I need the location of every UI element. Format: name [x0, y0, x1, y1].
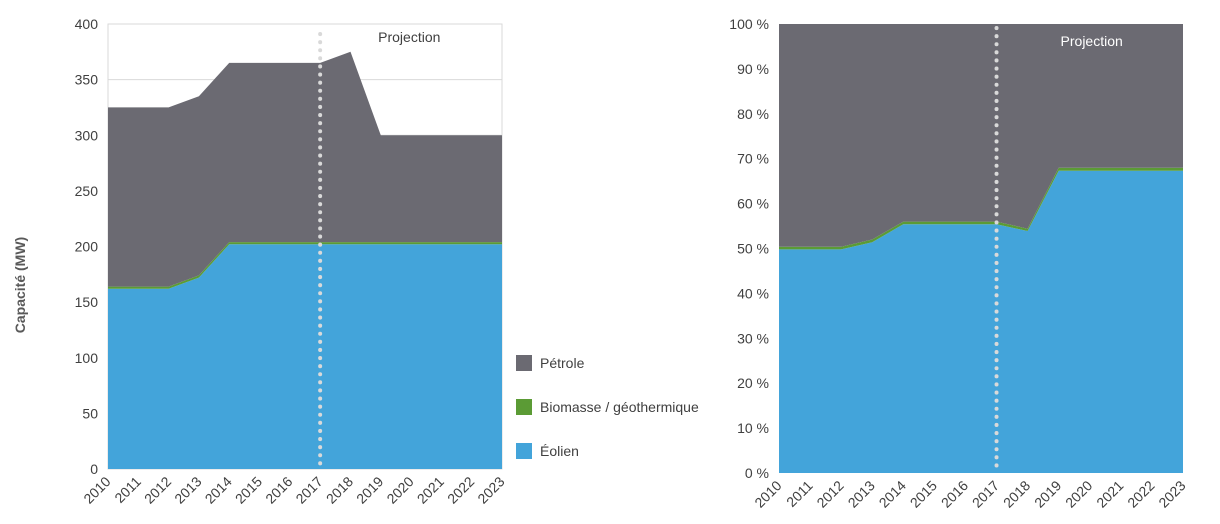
y-tick-label: 0: [90, 461, 98, 477]
capacity-chart: Projection050100150200250300350400201020…: [75, 16, 508, 507]
y-tick-label: 50: [82, 405, 98, 421]
area-series-eolien: [779, 170, 1183, 474]
projection-label: Projection: [378, 29, 440, 45]
area-series-petrole: [779, 24, 1183, 247]
y-tick-label: 350: [75, 72, 99, 88]
y-tick-label: 10 %: [737, 420, 769, 436]
y-tick-label: 100: [75, 350, 99, 366]
x-tick-label: 2018: [323, 473, 356, 506]
legend-label-petrole: Pétrole: [540, 355, 585, 371]
x-tick-label: 2021: [1093, 477, 1126, 510]
legend-swatch-biomasse: [516, 399, 532, 415]
x-tick-label: 2010: [80, 473, 113, 506]
x-tick-label: 2012: [141, 473, 174, 506]
y-tick-label: 100 %: [729, 16, 769, 32]
legend-swatch-petrole: [516, 355, 532, 371]
x-tick-label: 2019: [1031, 477, 1064, 510]
legend-item-biomasse: Biomasse / géothermique: [516, 396, 699, 418]
area-series-eolien: [108, 244, 502, 469]
x-tick-label: 2011: [111, 473, 144, 506]
y-tick-label: 400: [75, 16, 99, 32]
x-tick-label: 2018: [1000, 477, 1033, 510]
legend: Pétrole Biomasse / géothermique Éolien: [516, 352, 699, 484]
x-tick-label: 2015: [232, 473, 265, 506]
legend-item-eolien: Éolien: [516, 440, 699, 462]
x-tick-label: 2014: [876, 477, 909, 510]
x-tick-label: 2013: [845, 477, 878, 510]
y-tick-label: 90 %: [737, 61, 769, 77]
x-tick-label: 2017: [969, 477, 1002, 510]
y-tick-label: 250: [75, 183, 99, 199]
x-tick-label: 2022: [444, 473, 477, 506]
y-tick-label: 300: [75, 127, 99, 143]
y-tick-label: 0 %: [745, 465, 769, 481]
y-tick-label: 200: [75, 239, 99, 255]
y-tick-label: 40 %: [737, 285, 769, 301]
x-tick-label: 2012: [813, 477, 846, 510]
projection-label: Projection: [1061, 33, 1123, 49]
x-tick-label: 2016: [938, 477, 971, 510]
x-tick-label: 2019: [353, 473, 386, 506]
legend-item-petrole: Pétrole: [516, 352, 699, 374]
legend-swatch-eolien: [516, 443, 532, 459]
legend-label-eolien: Éolien: [540, 443, 579, 459]
x-tick-label: 2021: [414, 473, 447, 506]
y-tick-label: 20 %: [737, 375, 769, 391]
x-tick-label: 2014: [202, 473, 235, 506]
y-tick-label: 60 %: [737, 196, 769, 212]
x-tick-label: 2013: [171, 473, 204, 506]
x-tick-label: 2010: [751, 477, 784, 510]
area-series-petrole: [108, 51, 502, 287]
y-tick-label: 50 %: [737, 241, 769, 257]
x-tick-label: 2016: [262, 473, 295, 506]
y-tick-label: 80 %: [737, 106, 769, 122]
x-tick-label: 2020: [383, 473, 416, 506]
y-tick-label: 70 %: [737, 151, 769, 167]
x-tick-label: 2023: [474, 473, 507, 506]
x-tick-label: 2022: [1124, 477, 1157, 510]
y-tick-label: 150: [75, 294, 99, 310]
x-tick-label: 2017: [292, 473, 325, 506]
x-tick-label: 2015: [907, 477, 940, 510]
x-tick-label: 2020: [1062, 477, 1095, 510]
legend-label-biomasse: Biomasse / géothermique: [540, 399, 699, 415]
y-tick-label: 30 %: [737, 330, 769, 346]
x-tick-label: 2023: [1155, 477, 1188, 510]
x-tick-label: 2011: [783, 477, 816, 510]
share-chart: Projection 0 % 10 % 20 % 30 % 40 % 50 % 60 % 70 …: [729, 16, 1189, 511]
